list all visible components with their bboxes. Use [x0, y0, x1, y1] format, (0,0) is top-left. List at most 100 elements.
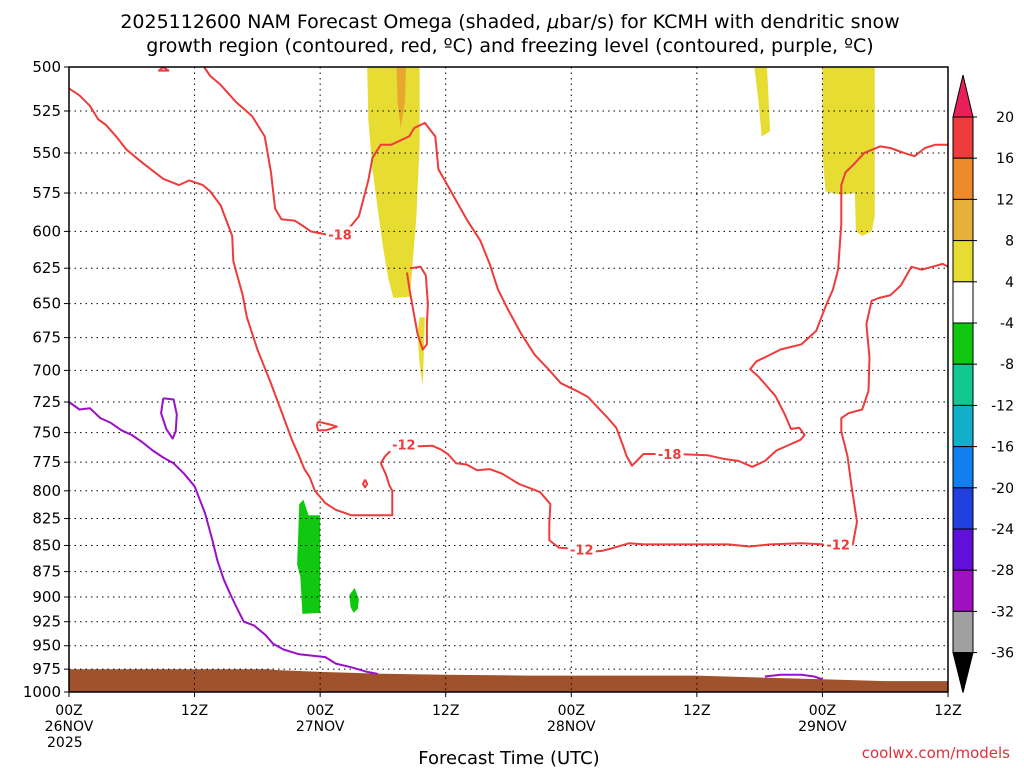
dendritic-growth-contours	[68, 66, 949, 553]
contour-labels: -18 -12 -18 -12 -12	[326, 226, 853, 559]
terrain-fill	[69, 669, 948, 692]
colorbar-box	[952, 487, 974, 530]
y-tick-label: 650	[32, 295, 61, 313]
colorbar-label: 8	[1005, 234, 1014, 250]
red-contour	[316, 420, 338, 432]
y-tick-label: 975	[32, 660, 61, 678]
contour-label-bg	[824, 536, 853, 552]
x-tick-label: 12Z	[683, 703, 710, 719]
x-tick-label: 28NOV	[547, 719, 596, 735]
x-tick-label: 00Z	[55, 703, 82, 719]
colorbar-box	[952, 322, 974, 365]
y-tick-label: 750	[32, 424, 61, 442]
colorbar-box	[952, 157, 974, 200]
colorbar-box	[952, 240, 974, 283]
y-tick-label: 525	[32, 102, 61, 120]
omega-region	[822, 67, 875, 236]
x-tick-label: 2025	[47, 735, 83, 751]
omega-region	[417, 317, 425, 386]
y-tick-label: 775	[32, 453, 61, 471]
red-contour	[406, 265, 429, 351]
colorbar-label: 20	[996, 110, 1014, 126]
terrain-polygon	[69, 669, 948, 692]
red-contour	[158, 66, 170, 72]
chart-title-line2: growth region (contoured, red, ºC) and f…	[146, 35, 873, 57]
x-tick-label: 12Z	[934, 703, 961, 719]
y-tick-label: 900	[32, 588, 61, 606]
omega-region	[396, 67, 406, 128]
y-tick-label: 725	[32, 393, 61, 411]
colorbar-label: -24	[991, 522, 1014, 538]
purple-contour	[764, 673, 823, 681]
colorbar-label: -8	[1000, 357, 1014, 373]
colorbar-box	[952, 198, 974, 242]
chart-title-line1: 2025112600 NAM Forecast Omega (shaded, μ…	[120, 11, 899, 33]
contour-label-bg	[567, 541, 596, 557]
colorbar-label: -28	[991, 563, 1014, 579]
y-tick-label: 500	[32, 58, 61, 76]
contour-label-bg	[326, 226, 355, 242]
colorbar-label: -32	[991, 604, 1014, 620]
colorbar-box	[952, 446, 974, 489]
purple-contour	[160, 397, 178, 440]
x-tick-label: 12Z	[181, 703, 208, 719]
contour-label: -12	[826, 538, 850, 553]
y-tick-label: 550	[32, 144, 61, 162]
contour-label-bg	[655, 445, 684, 461]
contour-label: -18	[328, 228, 352, 243]
colorbar-box	[952, 363, 974, 406]
x-tick-label: 26NOV	[45, 719, 94, 735]
omega-shading	[297, 67, 875, 614]
pressure-axis: 500 525 550 575 600 625 650 675 700 725 750 775 800 8…	[23, 58, 69, 701]
colorbar-box	[952, 281, 974, 324]
y-tick-label: 825	[32, 510, 61, 528]
y-tick-label: 575	[32, 184, 61, 202]
colorbar-label: -36	[991, 646, 1014, 662]
red-contour	[68, 87, 949, 553]
colorbar-label: 12	[996, 192, 1014, 208]
colorbar-bottom-triangle	[952, 652, 974, 693]
omega-region	[754, 67, 771, 137]
colorbar-label: -4	[1000, 316, 1014, 332]
colorbar-label: -12	[991, 398, 1014, 414]
omega-region	[367, 67, 420, 298]
colorbar-box	[952, 116, 974, 159]
colorbar-box	[952, 569, 974, 612]
y-tick-label: 950	[32, 637, 61, 655]
colorbar-box	[952, 404, 974, 448]
purple-contour	[68, 401, 378, 675]
colorbar-label: 4	[1005, 275, 1014, 291]
contour-label: -12	[570, 544, 594, 559]
omega-region	[349, 587, 359, 613]
freezing-level-contours	[68, 397, 823, 681]
colorbar-box	[952, 528, 974, 571]
contour-label: -18	[658, 448, 682, 463]
y-tick-label: 800	[32, 482, 61, 500]
y-tick-label: 700	[32, 361, 61, 379]
contour-label-bg	[389, 436, 418, 452]
plot-frame	[68, 66, 949, 693]
x-tick-label: 27NOV	[296, 719, 345, 735]
x-axis-label: Forecast Time (UTC)	[418, 748, 599, 768]
x-tick-label: 00Z	[809, 703, 836, 719]
y-tick-label: 1000	[23, 683, 61, 701]
y-tick-label: 875	[32, 563, 61, 581]
omega-region	[297, 499, 321, 614]
grid-lines	[69, 67, 948, 692]
y-tick-label: 675	[32, 329, 61, 347]
colorbar-label: -16	[991, 440, 1014, 456]
contour-label: -12	[392, 439, 416, 454]
red-contour	[362, 479, 369, 489]
credit-text: coolwx.com/models	[862, 744, 1010, 762]
y-tick-label: 850	[32, 536, 61, 554]
colorbar-label: -20	[991, 481, 1014, 497]
y-tick-label: 625	[32, 259, 61, 277]
x-tick-label: 00Z	[306, 703, 333, 719]
x-tick-label: 29NOV	[798, 719, 847, 735]
colorbar-box	[952, 610, 974, 654]
colorbar-top-triangle	[952, 74, 974, 118]
x-tick-label: 12Z	[432, 703, 459, 719]
colorbar-label: 16	[996, 151, 1014, 167]
